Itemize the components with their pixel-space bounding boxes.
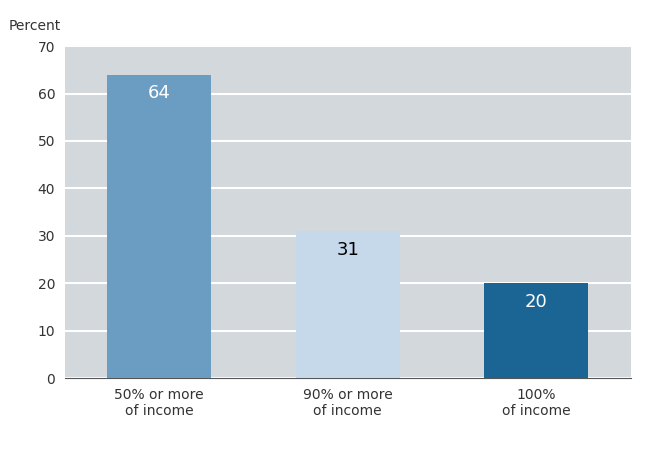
- Bar: [296, 231, 400, 378]
- Text: 64: 64: [148, 84, 171, 102]
- Text: 20: 20: [525, 293, 547, 311]
- Text: 31: 31: [336, 241, 359, 259]
- Text: Percent: Percent: [8, 19, 60, 33]
- Bar: [107, 75, 211, 378]
- Bar: [484, 283, 588, 378]
